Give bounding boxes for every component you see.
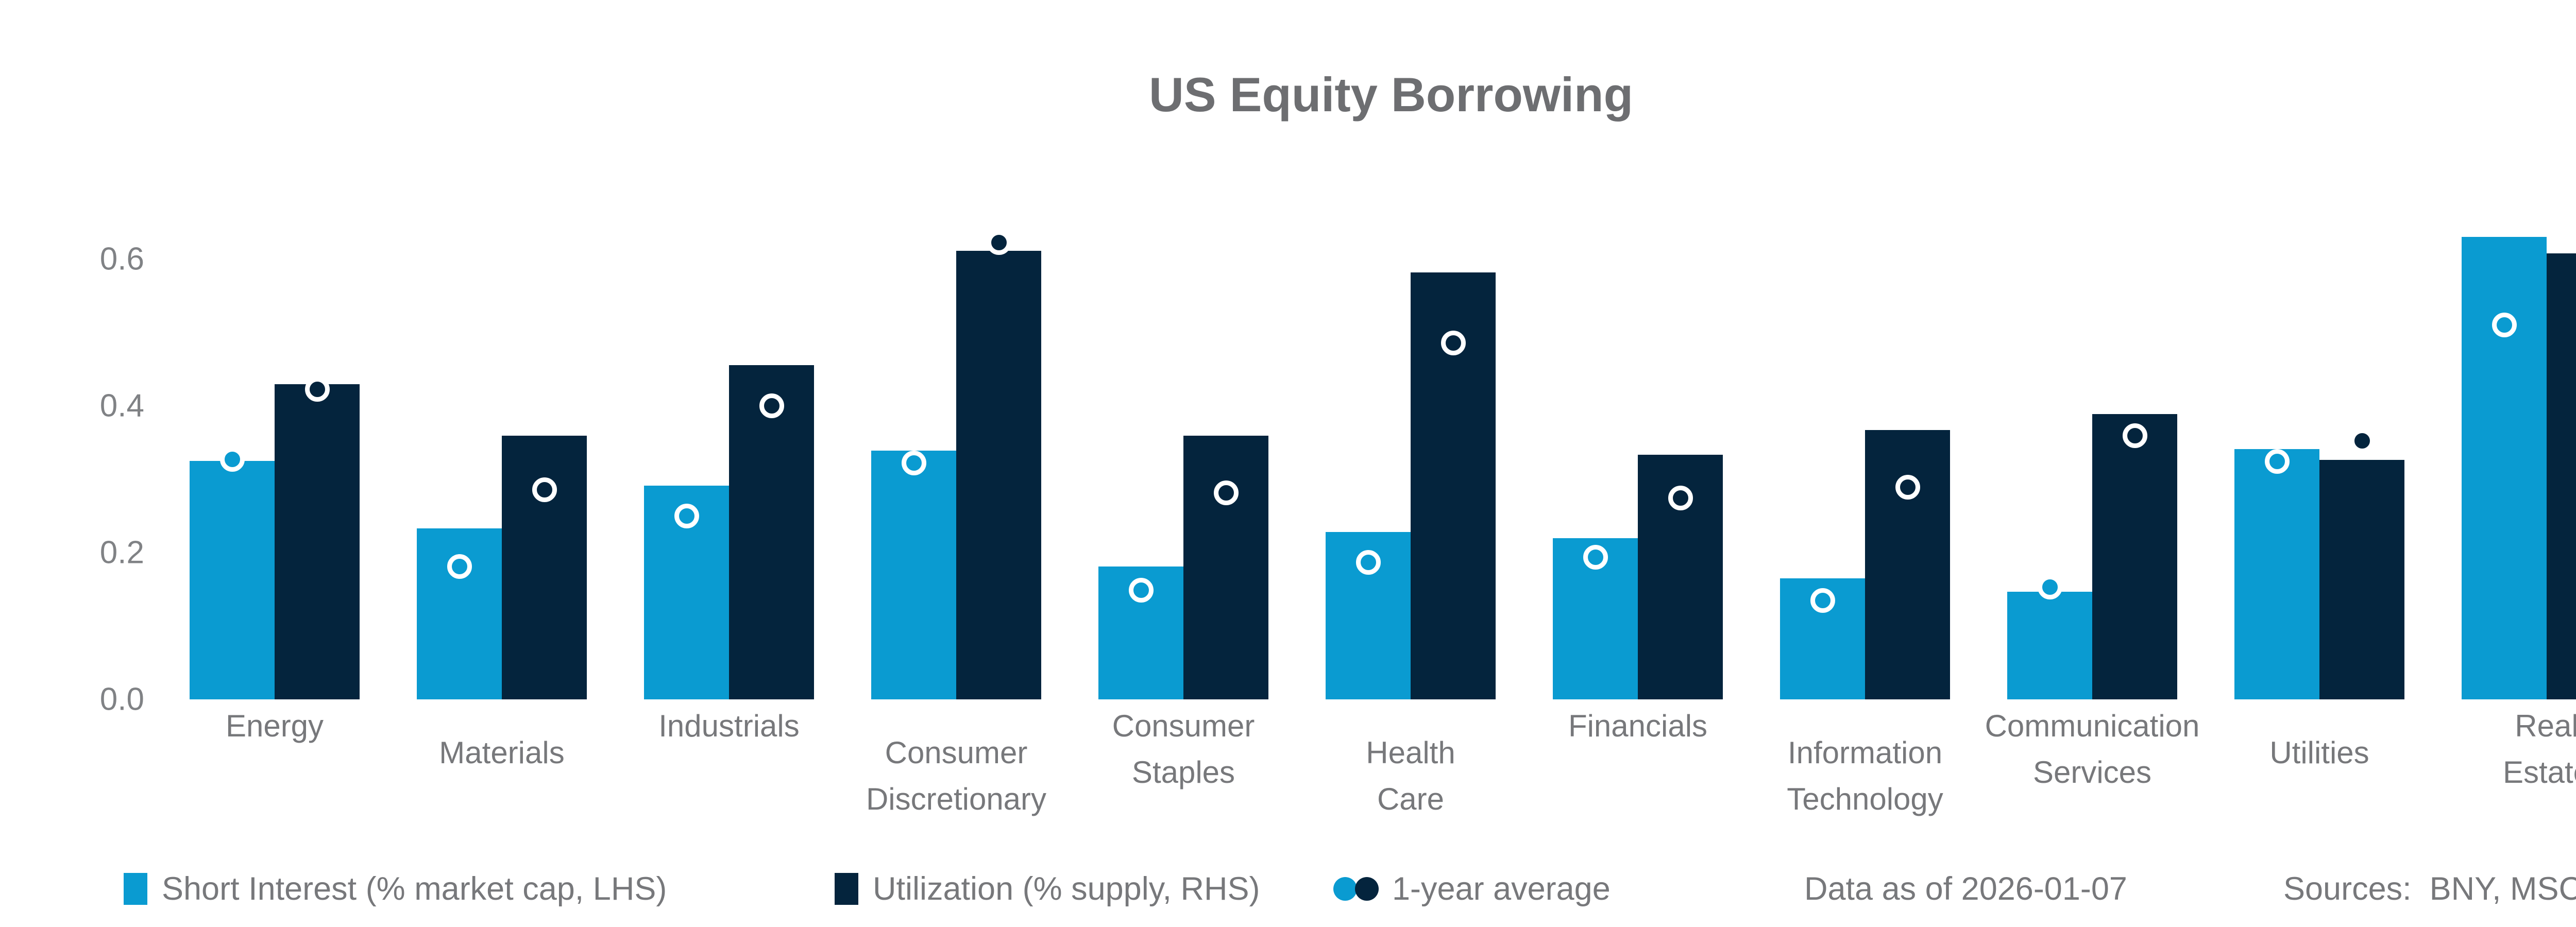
avg-dot-short-interest-real-estate	[2492, 313, 2517, 338]
avg-dot-short-interest-utilities	[2264, 449, 2290, 474]
bar-utilization-real-estate	[2547, 253, 2576, 699]
utilization-swatch	[835, 873, 858, 905]
avg-dot-utilization-energy	[304, 377, 330, 402]
avg-dot-short-interest-consumer-discretionary	[901, 451, 926, 476]
bar-utilization-energy	[275, 384, 360, 699]
category-label-financials: Financials	[1568, 709, 1708, 743]
avg-dot-short-interest-financials	[1583, 544, 1608, 570]
left-axis-tick-0.2: 0.2	[99, 535, 144, 571]
avg-dot-short-interest-health-care	[1355, 550, 1381, 575]
avg-dot-utilization-materials	[532, 477, 557, 503]
avg-dot-utilization-utilities	[2349, 428, 2375, 454]
bar-utilization-utilities	[2319, 460, 2404, 699]
data-as-of-note: Data as of 2026-01-07	[1804, 871, 2127, 907]
category-label-health-care: Health Care	[1366, 735, 1455, 816]
category-label-consumer-staples: Consumer Staples	[1112, 709, 1255, 789]
category-label-utilities: Utilities	[2269, 735, 2369, 770]
avg-dot-short-interest-consumer-staples	[1128, 577, 1154, 603]
average-dot-light-icon	[1333, 877, 1357, 901]
legend-item-utilization: Utilization (% supply, RHS)	[835, 871, 1260, 907]
avg-dot-short-interest-industrials	[674, 503, 699, 528]
bar-short-interest-energy	[190, 460, 275, 699]
avg-dot-utilization-consumer-discretionary	[986, 230, 1011, 255]
legend-label-utilization: Utilization (% supply, RHS)	[873, 871, 1260, 907]
legend-item-short-interest: Short Interest (% market cap, LHS)	[124, 871, 667, 907]
legend-item-average: 1-year average	[1333, 871, 1611, 907]
category-label-industrials: Industrials	[658, 709, 800, 743]
avg-dot-utilization-consumer-staples	[1213, 480, 1239, 505]
bar-utilization-materials	[502, 435, 587, 699]
category-label-communication-services: Communication Services	[1985, 709, 2200, 789]
avg-dot-short-interest-materials	[447, 554, 472, 579]
avg-dot-utilization-information-technology	[1895, 475, 1920, 500]
avg-dot-utilization-communication-services	[2122, 423, 2147, 448]
chart-title: US Equity Borrowing	[1149, 67, 1633, 122]
bar-utilization-consumer-discretionary	[956, 250, 1041, 699]
bar-short-interest-utilities	[2234, 449, 2319, 699]
short-interest-swatch	[124, 873, 147, 905]
avg-dot-utilization-financials	[1668, 486, 1693, 511]
average-dot-dark-icon	[1355, 877, 1379, 901]
sources-note: Sources: BNY, MSCI	[2283, 871, 2576, 907]
left-axis-tick-0.0: 0.0	[99, 681, 144, 717]
bar-utilization-information-technology	[1865, 430, 1950, 699]
bar-utilization-consumer-staples	[1183, 435, 1268, 699]
avg-dot-short-interest-energy	[219, 447, 245, 472]
bar-short-interest-real-estate	[2462, 237, 2547, 699]
left-axis-tick-0.6: 0.6	[99, 241, 144, 277]
category-label-real-estate: RealEstate	[2502, 709, 2576, 789]
legend-label-average: 1-year average	[1392, 871, 1611, 907]
avg-dot-utilization-health-care	[1440, 331, 1466, 356]
category-label-consumer-discretionary: Consumer Discretionary	[866, 735, 1047, 816]
legend-label-short-interest: Short Interest (% market cap, LHS)	[162, 871, 667, 907]
category-label-materials: Materials	[439, 735, 565, 770]
category-label-energy: Energy	[225, 709, 324, 743]
left-axis-tick-0.4: 0.4	[99, 388, 144, 424]
avg-dot-short-interest-communication-services	[2037, 574, 2062, 599]
bar-short-interest-communication-services	[2007, 591, 2092, 699]
bar-utilization-industrials	[729, 365, 814, 699]
avg-dot-short-interest-information-technology	[1810, 588, 1835, 613]
bar-utilization-communication-services	[2092, 414, 2177, 699]
bar-short-interest-consumer-discretionary	[871, 450, 956, 699]
avg-dot-utilization-industrials	[759, 393, 784, 418]
category-label-information-technology: Information Technology	[1787, 735, 1943, 816]
